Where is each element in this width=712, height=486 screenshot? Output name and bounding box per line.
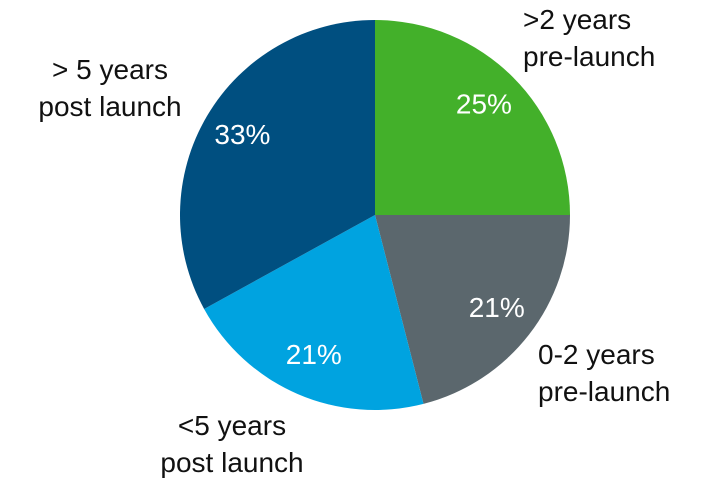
category-label-line: pre-launch: [538, 376, 670, 407]
value-label: 21%: [286, 339, 342, 370]
category-label-line: post launch: [160, 447, 303, 478]
category-label-line: post launch: [38, 91, 181, 122]
category-label: 0-2 years pre-launch: [538, 339, 670, 407]
category-label: > 5 years post launch: [38, 54, 181, 122]
value-label: 21%: [469, 292, 525, 323]
category-label-line: pre-launch: [523, 41, 655, 72]
category-label: <5 years post launch: [160, 410, 303, 478]
category-label-line: <5 years: [178, 410, 286, 441]
value-label: 33%: [214, 119, 270, 150]
pie-slice: [204, 215, 424, 411]
pie-slice: [375, 215, 570, 404]
value-label: 25%: [456, 88, 512, 119]
pie-slice: [375, 20, 570, 215]
pie-slice: [179, 20, 375, 309]
category-label-line: > 5 years: [52, 54, 168, 85]
category-label-line: 0-2 years: [538, 339, 655, 370]
category-label-line: >2 years: [523, 4, 631, 35]
category-label: >2 years pre-launch: [523, 4, 655, 72]
